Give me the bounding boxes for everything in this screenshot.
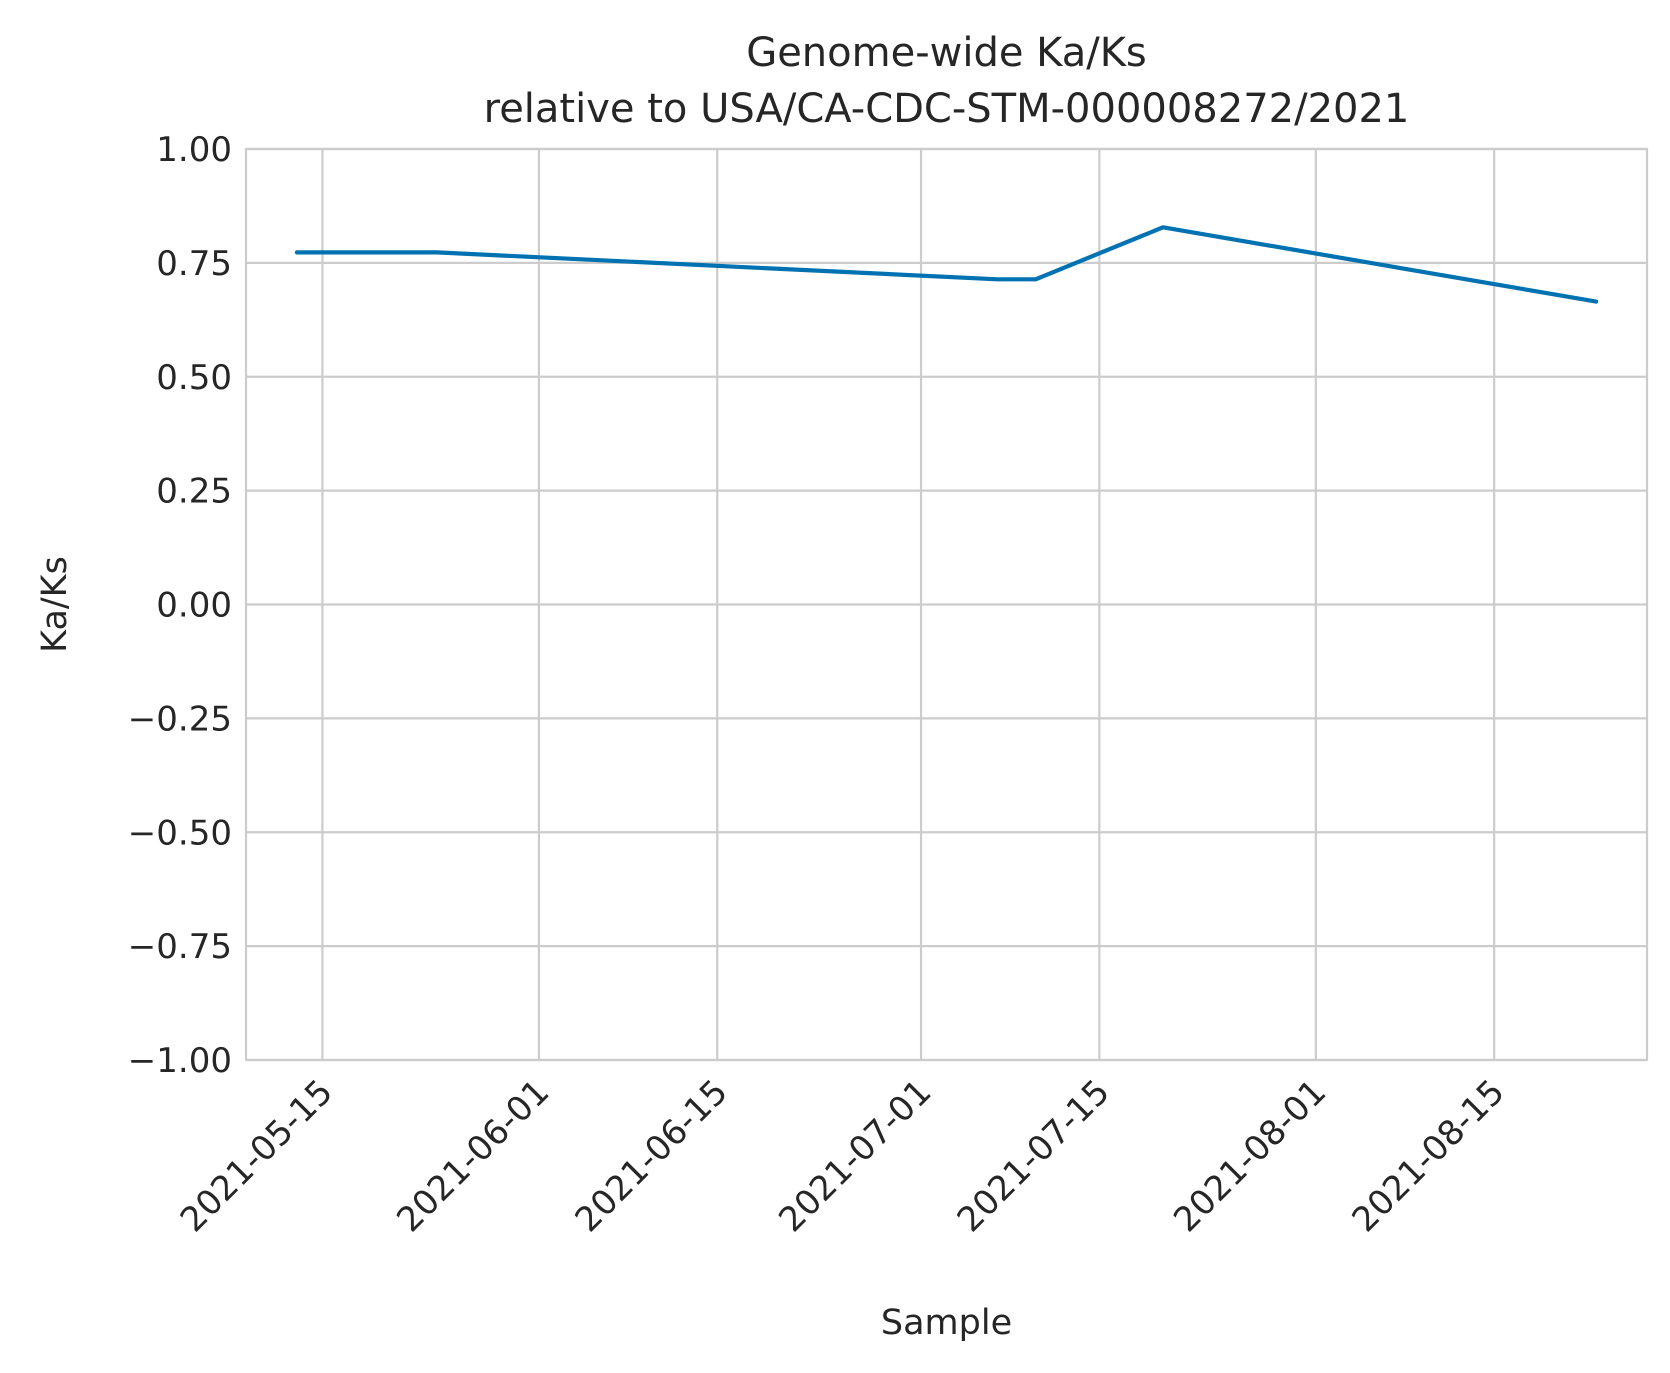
series-point — [995, 277, 999, 281]
series-line — [294, 225, 1599, 304]
grid — [246, 147, 1647, 1062]
series-point — [295, 250, 299, 254]
series-point — [1034, 277, 1038, 281]
y-tick-label: −1.00 — [128, 1041, 232, 1081]
chart-title-line-1: Genome-wide Ka/Ks — [746, 30, 1147, 76]
series-point — [1594, 300, 1598, 304]
x-axis-label: Sample — [881, 1303, 1012, 1343]
x-tick-label: 2021-06-01 — [389, 1072, 557, 1240]
series-point — [1161, 225, 1165, 229]
x-tick-label: 2021-05-15 — [173, 1072, 341, 1240]
y-tick-label: 0.00 — [156, 586, 232, 626]
series-point — [435, 250, 439, 254]
y-axis-label: Ka/Ks — [35, 556, 75, 653]
y-tick-label: −0.75 — [128, 927, 232, 967]
x-tick-label: 2021-08-01 — [1166, 1072, 1334, 1240]
x-tick-label: 2021-08-15 — [1345, 1072, 1513, 1240]
y-tick-label: −0.25 — [128, 699, 232, 739]
x-tick-label: 2021-07-15 — [950, 1072, 1118, 1240]
y-tick-label: 0.50 — [156, 358, 232, 398]
chart-title-line-2: relative to USA/CA-CDC-STM-000008272/202… — [484, 86, 1410, 132]
y-tick-label: −0.50 — [128, 813, 232, 853]
x-tick-labels: 2021-05-15 2021-06-01 2021-06-15 2021-07-01… — [173, 1072, 1513, 1240]
y-tick-labels: 1.00 0.75 0.50 0.25 0.00 −0.25 −0.50 −0.75 −1.00 — [128, 130, 232, 1081]
y-tick-label: 0.75 — [156, 244, 232, 284]
series-group — [294, 225, 1599, 304]
y-tick-label: 0.25 — [156, 472, 232, 512]
y-tick-label: 1.00 — [156, 130, 232, 170]
plot-frame — [244, 147, 1649, 1062]
x-tick-label: 2021-06-15 — [568, 1072, 736, 1240]
x-tick-label: 2021-07-01 — [771, 1072, 939, 1240]
